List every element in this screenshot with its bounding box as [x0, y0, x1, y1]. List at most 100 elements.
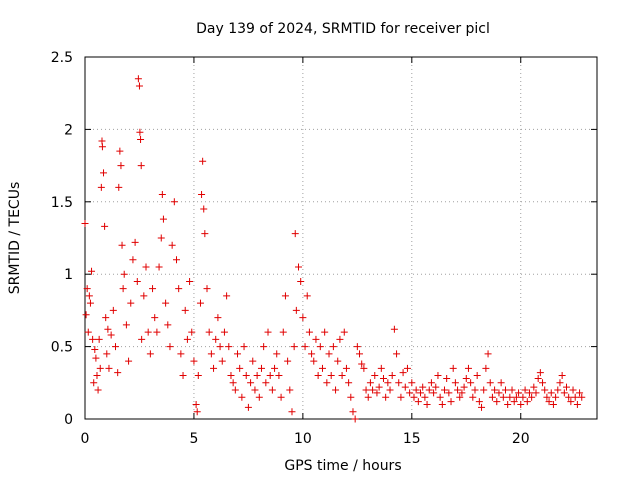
data-point	[93, 372, 101, 380]
data-point	[119, 285, 127, 293]
data-point	[366, 379, 374, 387]
data-point	[299, 314, 307, 322]
data-point	[210, 364, 218, 372]
data-point	[295, 263, 303, 271]
data-point	[347, 393, 355, 401]
data-point	[449, 364, 457, 372]
data-point	[565, 393, 573, 401]
data-point	[234, 350, 242, 358]
data-point	[556, 379, 564, 387]
data-point	[216, 343, 224, 351]
data-point	[201, 230, 209, 238]
data-point	[181, 306, 189, 314]
data-point	[517, 401, 525, 409]
data-point	[101, 222, 109, 230]
data-point	[220, 328, 228, 336]
data-point	[558, 372, 566, 380]
data-point	[379, 374, 387, 382]
y-tick-labels: 0 0.5 1 1.5 2 2.5	[51, 50, 73, 428]
data-point	[573, 401, 581, 409]
data-point	[314, 372, 322, 380]
data-point	[231, 386, 239, 394]
x-axis-label: GPS time / hours	[284, 458, 401, 474]
data-point	[268, 386, 276, 394]
data-point	[115, 183, 123, 191]
data-point	[478, 403, 486, 411]
data-point	[85, 292, 93, 300]
data-point	[102, 314, 110, 322]
data-point	[390, 325, 398, 333]
data-point	[240, 343, 248, 351]
data-point	[286, 386, 294, 394]
data-point	[351, 415, 359, 423]
data-point	[89, 335, 97, 343]
data-point	[419, 383, 427, 391]
data-point	[371, 372, 379, 380]
data-point	[142, 263, 150, 271]
data-point	[188, 328, 196, 336]
data-point	[91, 345, 99, 353]
data-point	[264, 328, 272, 336]
data-point	[434, 372, 442, 380]
plot-area-frame	[84, 56, 598, 420]
data-point	[345, 379, 353, 387]
data-point	[547, 389, 555, 397]
y-tick-label: 2.5	[51, 50, 73, 66]
data-point	[384, 379, 392, 387]
data-point	[305, 328, 313, 336]
data-point	[523, 398, 531, 406]
data-point	[159, 215, 167, 223]
data-point	[316, 343, 324, 351]
data-point	[399, 369, 407, 377]
data-point	[467, 379, 475, 387]
data-point	[501, 386, 509, 394]
data-point	[157, 234, 165, 242]
data-point	[338, 372, 346, 380]
data-point	[271, 364, 279, 372]
data-point	[162, 299, 170, 307]
data-point	[97, 183, 105, 191]
data-point	[109, 306, 117, 314]
data-point	[430, 389, 438, 397]
data-point	[277, 393, 285, 401]
data-point	[499, 393, 507, 401]
data-point	[460, 383, 468, 391]
y-tick-label: 0.5	[51, 340, 73, 356]
data-point	[238, 393, 246, 401]
data-point	[486, 379, 494, 387]
data-point	[397, 393, 405, 401]
data-point	[469, 393, 477, 401]
data-point	[158, 191, 166, 199]
data-point	[144, 328, 152, 336]
data-point	[207, 350, 215, 358]
data-point	[497, 379, 505, 387]
data-point	[190, 357, 198, 365]
data-point	[260, 343, 268, 351]
data-point	[480, 386, 488, 394]
y-tick-label: 0	[64, 412, 73, 428]
data-point	[576, 389, 584, 397]
data-point	[214, 314, 222, 322]
data-point	[255, 393, 263, 401]
data-point	[179, 372, 187, 380]
data-point	[504, 401, 512, 409]
data-point	[549, 401, 557, 409]
data-point	[493, 398, 501, 406]
data-point	[262, 379, 270, 387]
data-point	[151, 314, 159, 322]
x-tick-labels: 0 5 10 15 20	[81, 431, 530, 447]
data-point	[525, 389, 533, 397]
data-point	[334, 357, 342, 365]
data-point	[100, 169, 108, 177]
data-point	[412, 386, 420, 394]
data-point	[510, 398, 518, 406]
data-point	[340, 328, 348, 336]
data-point	[146, 350, 154, 358]
data-point	[96, 364, 104, 372]
data-point	[120, 270, 128, 278]
data-point	[534, 374, 542, 382]
data-point	[423, 401, 431, 409]
data-point	[257, 364, 265, 372]
data-point	[342, 364, 350, 372]
data-point	[104, 325, 112, 333]
